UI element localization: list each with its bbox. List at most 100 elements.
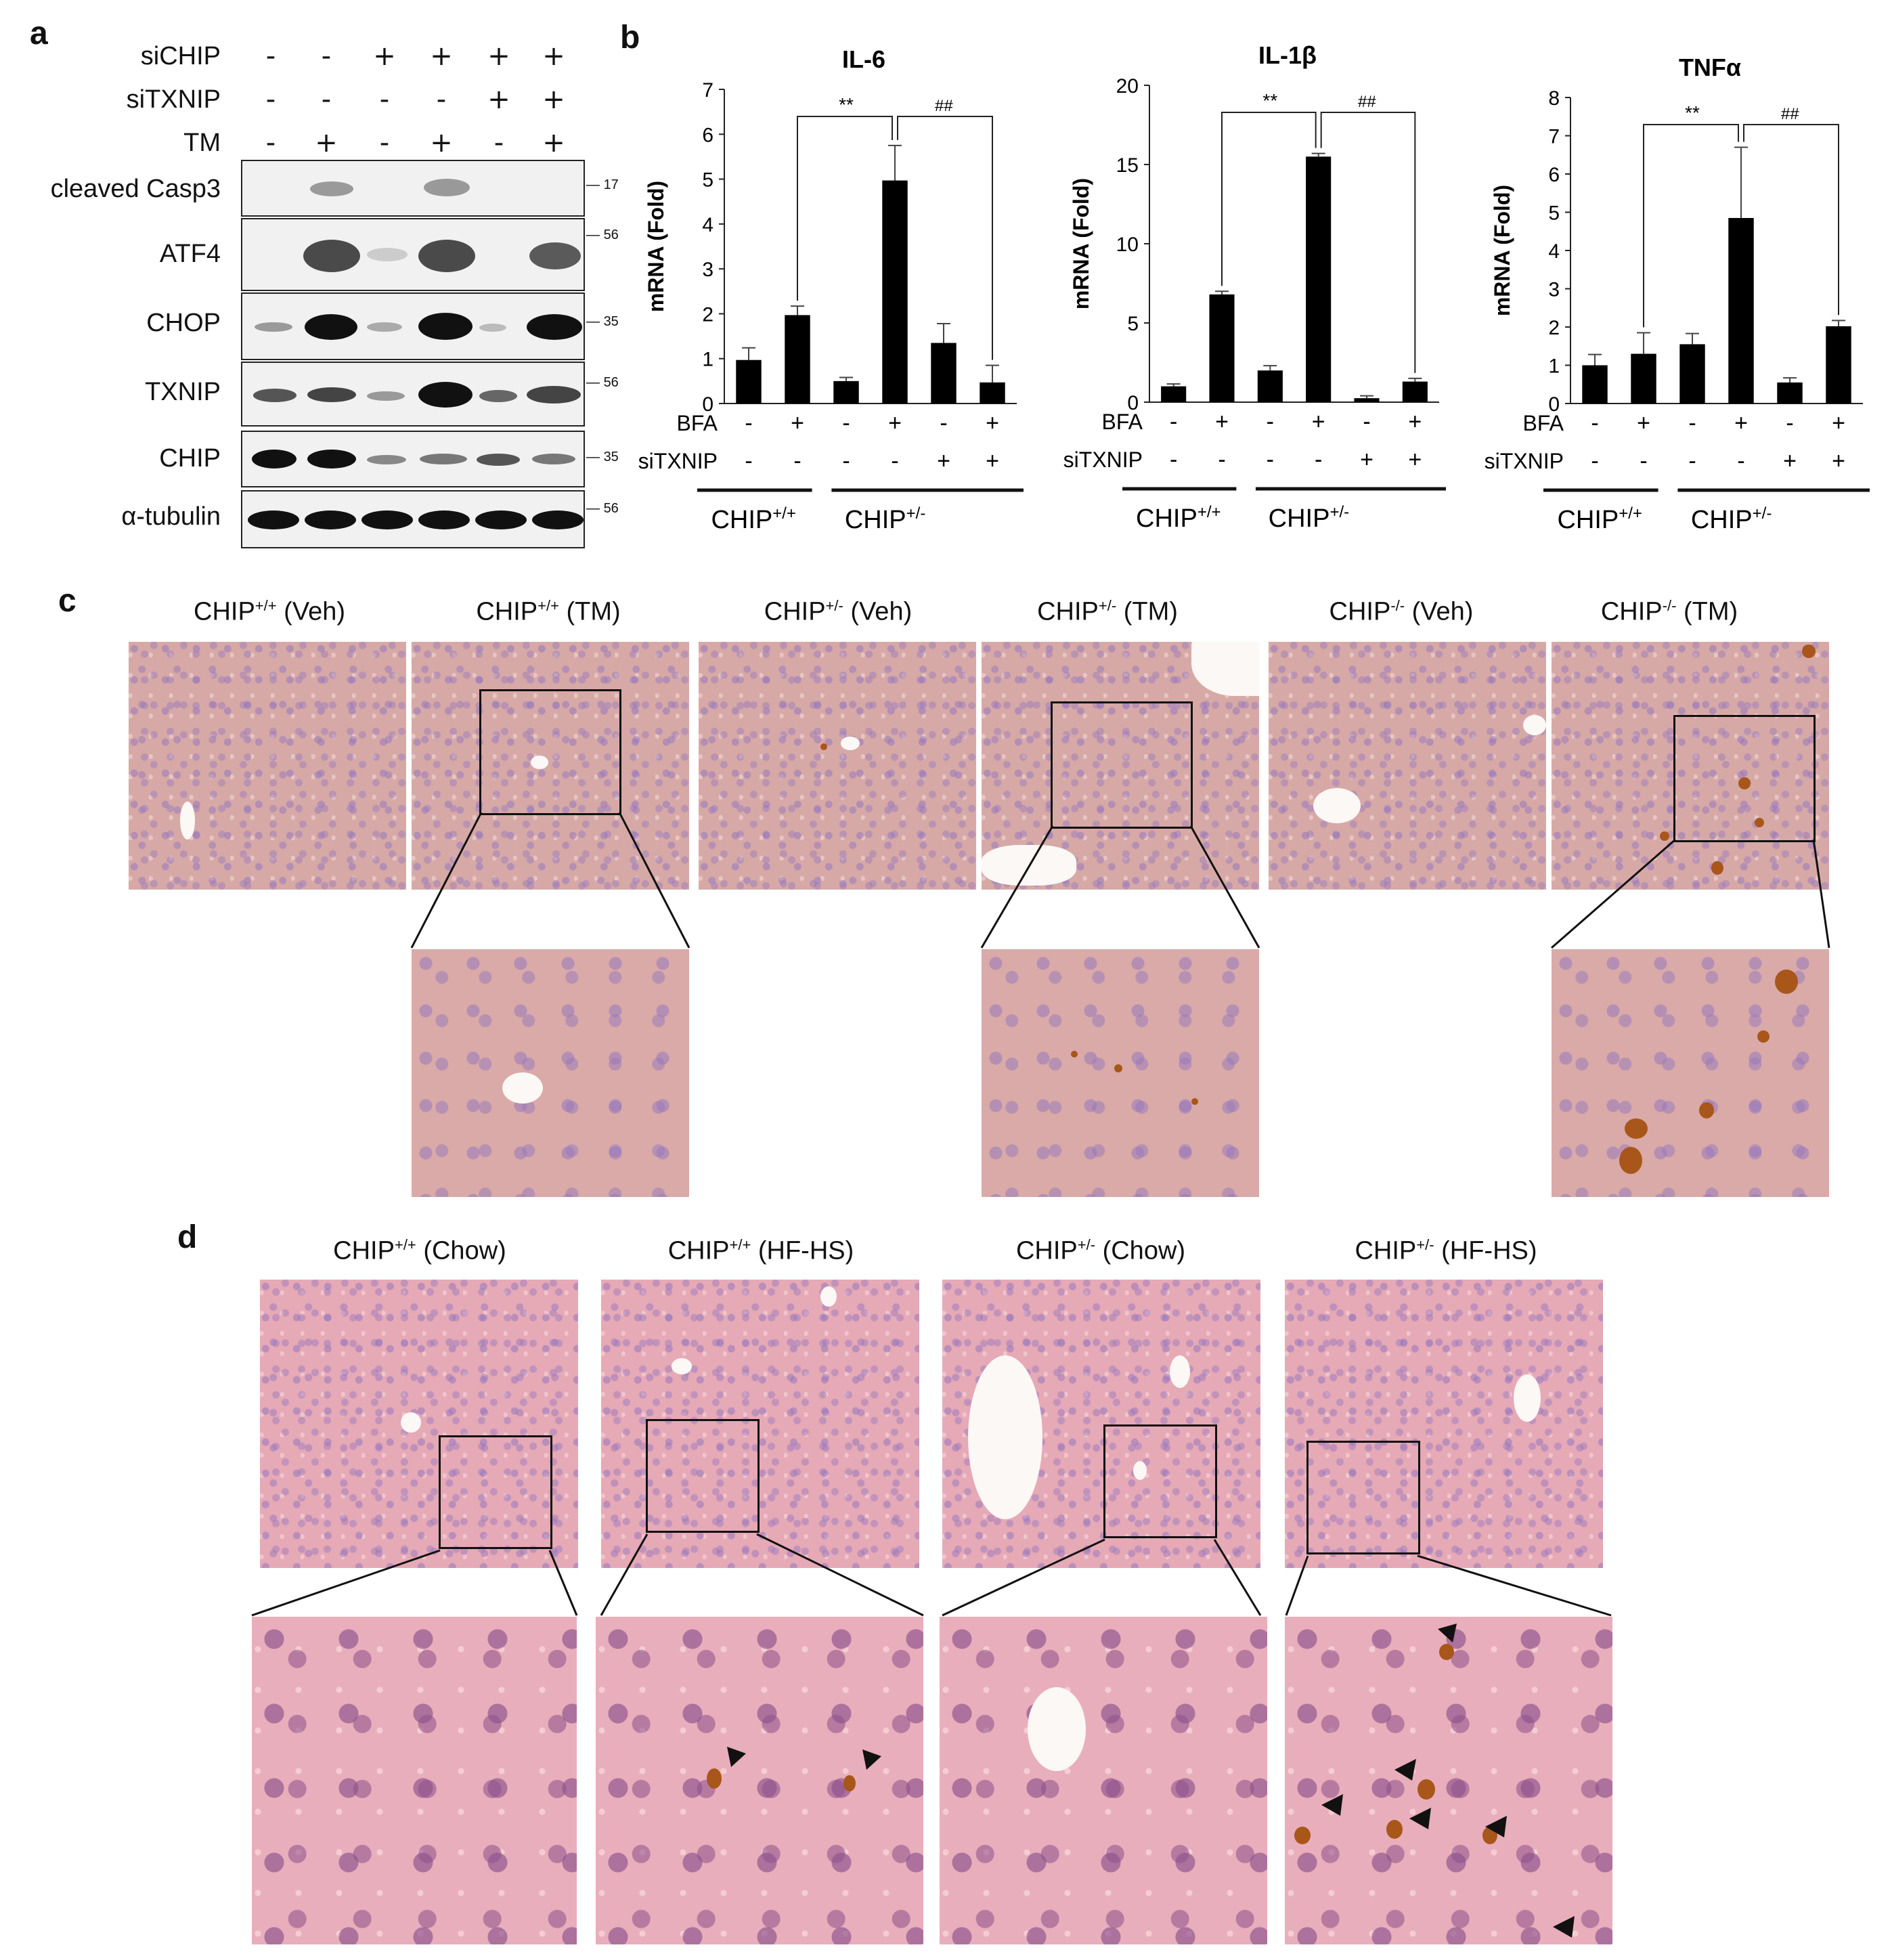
bar [931, 343, 957, 404]
tissue-zoom-c2 [412, 949, 689, 1197]
y-tick-label: 7 [702, 79, 713, 102]
sig-bracket-wt [1643, 124, 1739, 328]
mw-marker: — 35 [586, 450, 619, 464]
bar [1257, 370, 1283, 402]
blot-label-chop: CHOP [146, 309, 221, 337]
blot-strip-txnip [241, 362, 585, 427]
panel-a-letter: a [30, 16, 48, 51]
condition-sign: - [1267, 447, 1274, 473]
condition-row-label: BFA [677, 411, 718, 435]
condition-sign: - [1267, 409, 1274, 435]
condition-sign: - [1170, 409, 1177, 435]
y-tick-label: 4 [702, 214, 713, 236]
panel-d-zoom-lines [251, 1533, 1612, 1617]
sign: + [373, 41, 396, 72]
arrowhead-icon [1485, 1816, 1507, 1837]
condition-sign: + [888, 410, 902, 436]
sig-mark: ** [1685, 102, 1700, 123]
y-tick-label: 5 [702, 169, 713, 192]
sign: + [430, 127, 453, 158]
row-label-tm: TM [183, 129, 221, 157]
bar [1777, 382, 1803, 404]
panel-c-title-2: CHIP+/+ (TM) [476, 597, 621, 626]
tissue-zoom-d1 [252, 1617, 577, 1944]
group-label-het: CHIP+/- [1691, 504, 1772, 534]
condition-row-label: BFA [1102, 410, 1143, 434]
bar [1354, 398, 1380, 402]
sign: - [265, 127, 276, 158]
sign: - [321, 84, 332, 115]
condition-sign: + [986, 410, 999, 436]
sign: + [430, 41, 453, 72]
condition-sign: + [1832, 448, 1845, 474]
sig-bracket-sitxnip [897, 116, 993, 360]
blot-label-cleaved-casp3: cleaved Casp3 [50, 175, 221, 203]
bar [833, 380, 859, 404]
condition-sign: - [1737, 448, 1744, 474]
zoom-box [1103, 1424, 1217, 1538]
row-label-sitxnip: siTXNIP [126, 85, 221, 114]
y-tick-label: 0 [1548, 393, 1560, 416]
sign: + [315, 127, 338, 158]
bar [1631, 353, 1656, 404]
condition-sign: + [1408, 409, 1422, 435]
bar [1728, 217, 1754, 404]
zoom-box [1051, 701, 1193, 829]
condition-sign: + [1783, 448, 1797, 474]
tissue-zoom-d2 [596, 1617, 923, 1944]
condition-sign: - [1591, 410, 1598, 436]
zoom-box [646, 1419, 760, 1533]
y-tick-label: 1 [1548, 355, 1560, 378]
sig-bracket-sitxnip [1320, 112, 1416, 373]
y-tick-label: 5 [1548, 202, 1560, 225]
blot-strip-atf4 [241, 218, 585, 291]
condition-sign: - [842, 448, 850, 474]
condition-sign: - [1315, 447, 1322, 473]
y-tick-label: 2 [1548, 317, 1560, 339]
y-tick-label: 3 [1548, 279, 1560, 301]
condition-sign: + [1312, 409, 1325, 435]
sign: - [436, 84, 447, 115]
panel-d-letter: d [177, 1219, 198, 1255]
y-tick-label: 7 [1548, 126, 1560, 148]
sign: - [493, 127, 504, 158]
sign: - [265, 41, 276, 72]
sign: + [487, 84, 510, 115]
panel-c-letter: c [58, 583, 76, 619]
zoom-box [439, 1435, 552, 1549]
mw-marker: — 17 [586, 177, 619, 192]
condition-sign: - [1363, 409, 1370, 435]
panel-c-title-3: CHIP+/- (Veh) [764, 597, 913, 626]
bar [882, 180, 908, 404]
sign: + [487, 41, 510, 72]
y-axis-label: mRNA (Fold) [1490, 185, 1514, 316]
y-axis-label: mRNA (Fold) [1069, 178, 1093, 309]
tissue-image-c1 [129, 642, 406, 890]
arrowhead-icon [1409, 1808, 1431, 1829]
y-axis-label: mRNA (Fold) [644, 181, 668, 312]
tissue-image-c6 [1552, 642, 1829, 890]
tissue-zoom-c6 [1552, 949, 1829, 1197]
condition-row-label: siTXNIP [1063, 448, 1143, 472]
blot-strip-cleaved-casp3 [241, 160, 585, 217]
sign: - [379, 127, 390, 158]
y-tick-label: 4 [1548, 240, 1560, 263]
blot-strip-chip [241, 431, 585, 487]
tissue-image-d4 [1285, 1280, 1603, 1568]
sig-mark: ## [1781, 105, 1799, 123]
arrowhead-icon [1553, 1916, 1575, 1938]
chart-title: IL-6 [842, 45, 885, 73]
sig-mark: ** [1262, 90, 1277, 111]
bar [980, 382, 1005, 404]
y-tick-label: 6 [1548, 164, 1560, 186]
y-tick-label: 15 [1116, 154, 1139, 177]
panel-c-zoom-lines [410, 812, 1830, 949]
group-label-wt: CHIP+/+ [1136, 503, 1221, 533]
panel-c-title-6: CHIP-/- (TM) [1600, 597, 1738, 626]
bar [1161, 386, 1187, 402]
panel-c-title-4: CHIP+/- (TM) [1037, 597, 1178, 626]
row-label-sichip: siCHIP [140, 42, 221, 70]
condition-sign: - [745, 448, 752, 474]
group-label-het: CHIP+/- [845, 504, 925, 534]
condition-sign: - [1218, 447, 1225, 473]
